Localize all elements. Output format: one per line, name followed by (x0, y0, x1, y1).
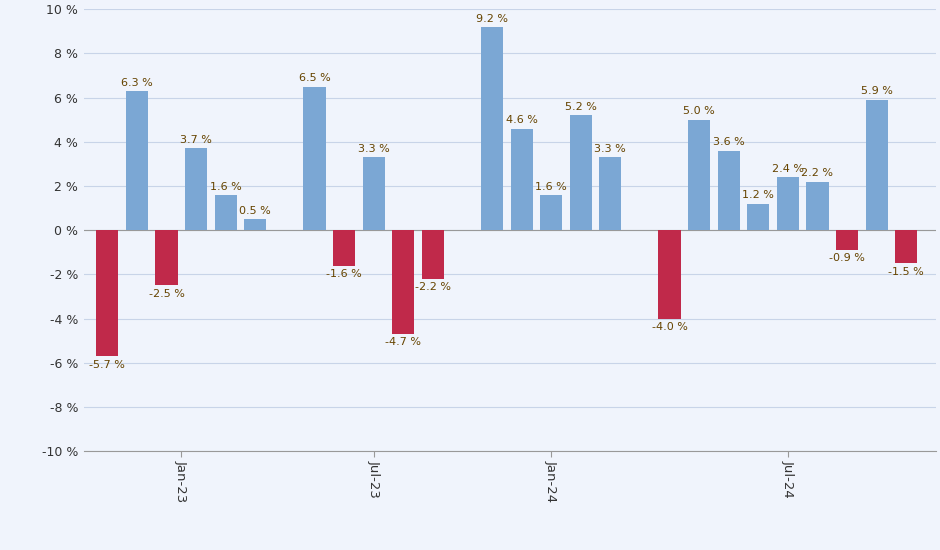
Bar (600, 157, 621, 230)
Bar (214, 195, 237, 230)
Bar (363, 157, 384, 230)
Text: -2.5 %: -2.5 % (149, 289, 184, 299)
Text: -1.5 %: -1.5 % (888, 267, 924, 277)
Bar (836, 230, 858, 250)
Text: 1.6 %: 1.6 % (535, 182, 567, 191)
Text: 1.6 %: 1.6 % (210, 182, 242, 191)
Text: 3.7 %: 3.7 % (180, 135, 212, 145)
Bar (895, 230, 917, 263)
Text: 0.5 %: 0.5 % (240, 206, 271, 216)
Bar (688, 120, 711, 230)
Text: 2.4 %: 2.4 % (772, 164, 804, 174)
Text: 3.3 %: 3.3 % (594, 144, 626, 154)
Text: -4.0 %: -4.0 % (651, 322, 687, 332)
Bar (807, 182, 828, 230)
Text: 2.2 %: 2.2 % (802, 168, 834, 178)
Text: -5.7 %: -5.7 % (89, 360, 125, 370)
Bar (510, 129, 533, 230)
Text: -4.7 %: -4.7 % (385, 337, 421, 348)
Bar (570, 116, 592, 230)
Bar (776, 177, 799, 230)
Bar (481, 27, 503, 230)
Text: 6.5 %: 6.5 % (299, 73, 330, 83)
Bar (866, 100, 887, 230)
Text: -1.6 %: -1.6 % (326, 269, 362, 279)
Text: 4.6 %: 4.6 % (506, 115, 538, 125)
Bar (747, 204, 770, 230)
Bar (658, 230, 681, 318)
Bar (244, 219, 266, 230)
Bar (155, 230, 178, 285)
Text: 9.2 %: 9.2 % (476, 14, 508, 24)
Text: 5.0 %: 5.0 % (683, 106, 715, 117)
Bar (422, 230, 444, 279)
Bar (126, 91, 149, 230)
Text: 3.6 %: 3.6 % (713, 138, 744, 147)
Text: 3.3 %: 3.3 % (358, 144, 389, 154)
Bar (540, 195, 562, 230)
Bar (333, 230, 355, 266)
Bar (304, 86, 325, 230)
Bar (96, 230, 118, 356)
Text: 1.2 %: 1.2 % (743, 190, 775, 200)
Text: -2.2 %: -2.2 % (415, 282, 451, 292)
Text: 6.3 %: 6.3 % (121, 78, 153, 87)
Text: 5.9 %: 5.9 % (861, 86, 893, 96)
Bar (185, 148, 207, 230)
Text: -0.9 %: -0.9 % (829, 254, 865, 263)
Bar (392, 230, 415, 334)
Bar (717, 151, 740, 230)
Text: 5.2 %: 5.2 % (565, 102, 597, 112)
